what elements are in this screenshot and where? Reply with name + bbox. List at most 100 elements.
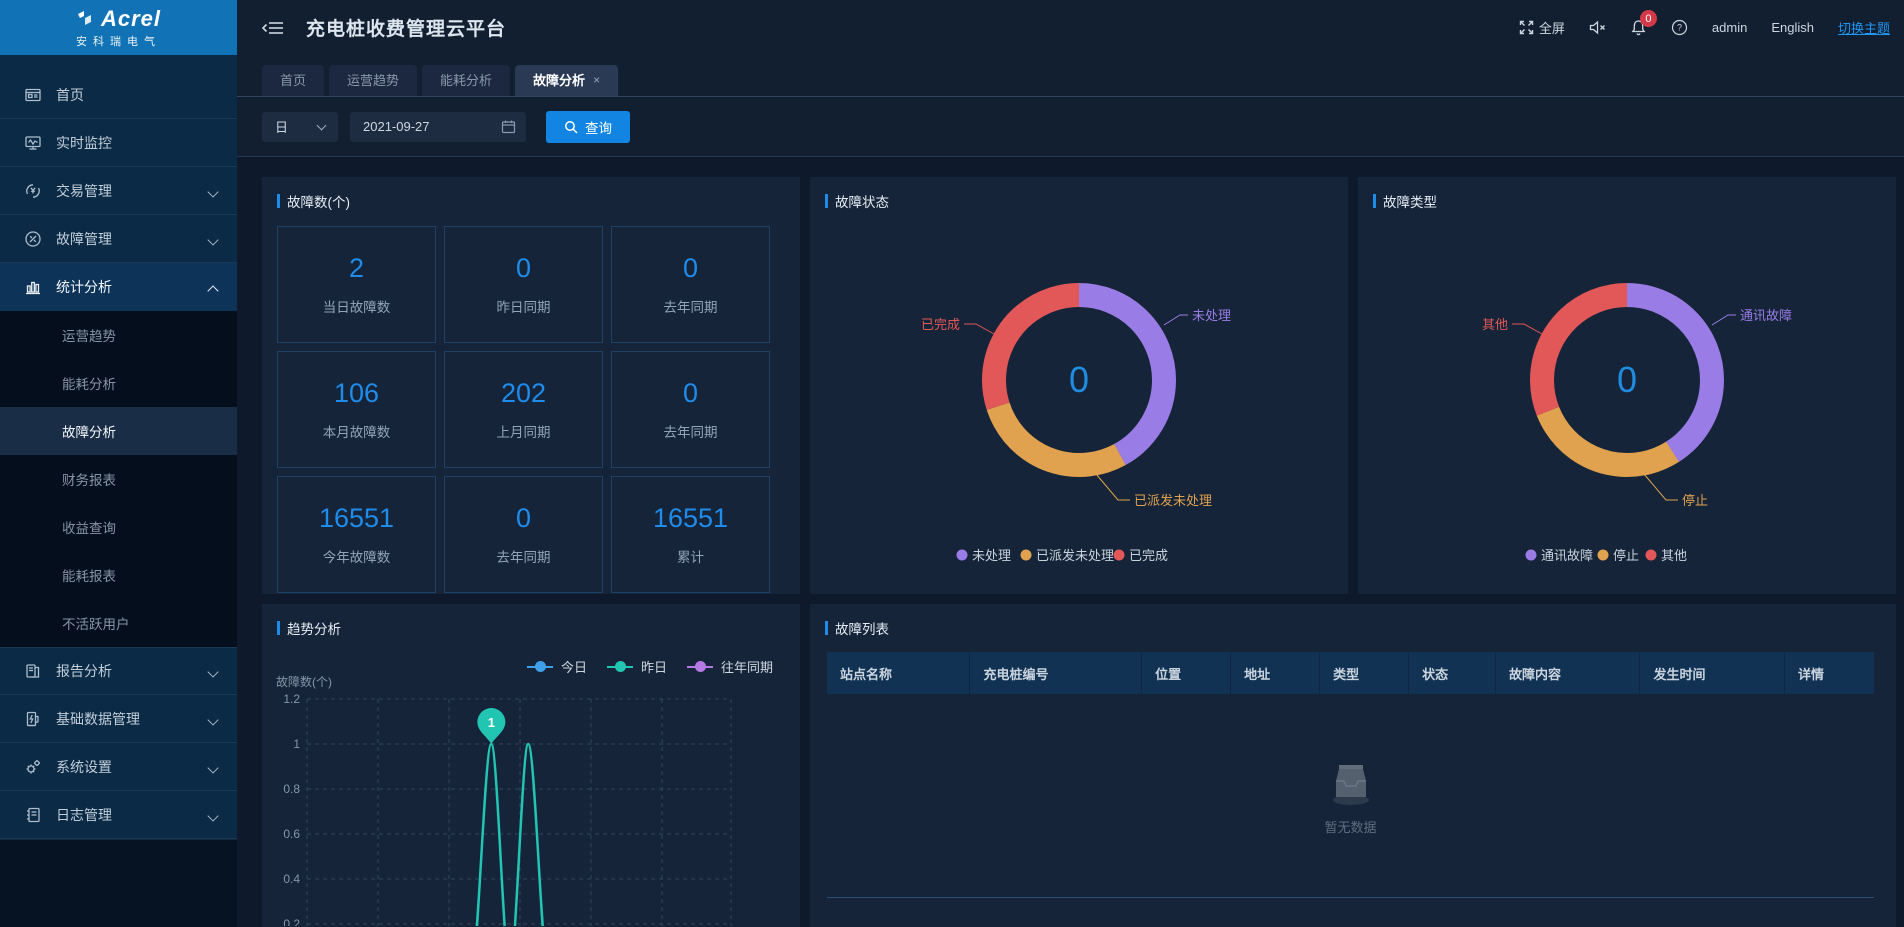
topbar: 充电桩收费管理云平台 全屏 0 ? admin English 切 <box>237 0 1904 55</box>
sidebar-item-home[interactable]: 首页 <box>0 71 237 119</box>
sidebar-item-monitoring[interactable]: 实时监控 <box>0 119 237 167</box>
submenu-item-fault-analysis[interactable]: 故障分析 <box>0 407 237 455</box>
panel-title: 故障类型 <box>1373 191 1437 211</box>
panel-fault-count: 故障数(个) 2 当日故障数 0 昨日同期 0 去年同期 106 本月故障数 202 上月… <box>262 177 800 594</box>
column-header[interactable]: 类型 <box>1320 652 1410 694</box>
notifications-button[interactable]: 0 <box>1630 10 1657 36</box>
callout-label: 通讯故障 <box>1740 308 1792 323</box>
stat-card: 16551 今年故障数 <box>277 476 436 593</box>
sidebar-item-system-settings[interactable]: 系统设置 <box>0 743 237 791</box>
log-icon <box>24 806 42 824</box>
logo-subtitle: 安科瑞电气 <box>76 36 161 48</box>
donut-center-value: 0 <box>1069 359 1089 400</box>
column-header[interactable]: 充电桩编号 <box>970 652 1143 694</box>
fullscreen-button[interactable]: 全屏 <box>1519 18 1565 37</box>
sidebar-item-label: 系统设置 <box>56 758 112 775</box>
callout-label: 未处理 <box>1192 308 1231 323</box>
username[interactable]: admin <box>1711 20 1748 35</box>
sidebar-item-label: 报告分析 <box>56 663 112 679</box>
theme-switch-link[interactable]: 切换主题 <box>1837 21 1890 36</box>
date-input[interactable]: 2021-09-27 <box>350 111 526 142</box>
panel-fault-list: 故障列表 站点名称 充电桩编号 位置 地址 类型 状态 故障内容 发生时间 详情 <box>810 604 1896 927</box>
tab-energy-analysis[interactable]: 能耗分析 <box>422 65 511 96</box>
svg-text:0.8: 0.8 <box>283 782 300 796</box>
tab-fault-analysis[interactable]: 故障分析 × <box>515 65 619 96</box>
page-title: 充电桩收费管理云平台 <box>306 19 507 40</box>
tab-operation-trend[interactable]: 运营趋势 <box>329 65 418 96</box>
trend-legend[interactable]: 今日 昨日 往年同期 <box>526 657 773 676</box>
column-header[interactable]: 地址 <box>1231 652 1321 694</box>
fault-management-icon <box>24 230 42 248</box>
statistics-submenu: 运营趋势 能耗分析 故障分析 财务报表 收益查询 能耗报表 不活跃用户 <box>0 311 237 647</box>
main-area: 充电桩收费管理云平台 全屏 0 ? admin English 切 <box>237 0 1904 927</box>
peak-marker-balloon: 1 <box>477 708 506 744</box>
column-header[interactable]: 位置 <box>1142 652 1232 694</box>
legend-item-previous-years: 往年同期 <box>686 657 773 676</box>
gear-icon <box>24 758 42 776</box>
sidebar-item-label: 交易管理 <box>56 182 112 199</box>
svg-text:1: 1 <box>293 737 300 751</box>
svg-text:其他: 其他 <box>1661 548 1687 563</box>
search-icon <box>565 120 578 134</box>
help-icon: ? <box>1671 19 1688 36</box>
sidebar-menu: 首页 实时监控 交易管理 故障管理 <box>0 55 237 839</box>
menu-fold-icon[interactable] <box>262 19 284 37</box>
fault-status-donut-chart: 0 未处理 已派发未处理 已完成 未处理 已派发未处理 已完成 <box>921 283 1231 563</box>
home-icon <box>24 86 42 104</box>
column-header[interactable]: 故障内容 <box>1496 652 1641 694</box>
column-header[interactable]: 发生时间 <box>1640 652 1785 694</box>
submenu-item-energy-report[interactable]: 能耗报表 <box>62 569 116 584</box>
column-header[interactable]: 站点名称 <box>827 652 971 694</box>
sidebar-item-label: 统计分析 <box>56 279 112 295</box>
callout-label: 已派发未处理 <box>1134 493 1212 508</box>
chevron-down-icon <box>209 810 219 820</box>
sidebar-item-log-management[interactable]: 日志管理 <box>0 791 237 839</box>
svg-text:已完成: 已完成 <box>1129 548 1168 563</box>
sidebar-item-base-data[interactable]: 基础数据管理 <box>0 695 237 743</box>
y-axis-ticks: 1.2 1 0.8 0.6 0.4 0.2 <box>283 692 300 926</box>
donut-legend[interactable]: 通讯故障 停止 其他 <box>1525 548 1688 563</box>
legend-item-today: 今日 <box>526 657 587 676</box>
stat-card: 0 去年同期 <box>444 476 603 593</box>
query-button[interactable]: 查询 <box>546 110 630 143</box>
submenu-item-revenue-query[interactable]: 收益查询 <box>62 521 116 536</box>
svg-text:1.2: 1.2 <box>283 692 300 706</box>
sidebar-item-report-analysis[interactable]: 报告分析 <box>0 647 237 695</box>
sidebar-item-transactions[interactable]: 交易管理 <box>0 167 237 215</box>
callout-label: 其他 <box>1482 317 1508 332</box>
sidebar-item-faults[interactable]: 故障管理 <box>0 215 237 263</box>
tab-home[interactable]: 首页 <box>262 65 325 96</box>
period-select[interactable]: 日 <box>262 111 338 142</box>
tab-close-icon[interactable]: × <box>593 73 601 87</box>
mute-button[interactable] <box>1589 20 1606 35</box>
column-header[interactable]: 状态 <box>1409 652 1496 694</box>
filter-bar: 日 2021-09-27 查询 <box>237 97 1904 157</box>
submenu-item-energy-analysis[interactable]: 能耗分析 <box>62 377 116 392</box>
sidebar-filler <box>0 839 237 927</box>
svg-text:0.2: 0.2 <box>283 917 300 926</box>
calendar-icon <box>501 120 516 134</box>
legend-marker <box>526 661 553 672</box>
panel-title: 故障列表 <box>825 618 889 638</box>
help-button[interactable]: ? <box>1671 19 1688 36</box>
column-header[interactable]: 详情 <box>1797 666 1824 682</box>
svg-text:未处理: 未处理 <box>972 548 1011 563</box>
chevron-down-icon <box>209 762 219 772</box>
svg-text:已派发未处理: 已派发未处理 <box>1036 548 1114 563</box>
chevron-down-icon <box>209 666 219 676</box>
stat-card: 202 上月同期 <box>444 351 603 468</box>
submenu-item-inactive-users[interactable]: 不活跃用户 <box>62 617 130 632</box>
language-switch[interactable]: English <box>1771 20 1814 35</box>
logo: Acrel 安科瑞电气 <box>0 0 237 55</box>
panel-fault-type: 故障类型 0 通讯故障 停止 其他 通讯故障 <box>1358 177 1896 594</box>
submenu-item-operation-trend[interactable]: 运营趋势 <box>62 329 116 344</box>
donut-legend[interactable]: 未处理 已派发未处理 已完成 <box>956 548 1169 563</box>
sidebar-item-label: 故障管理 <box>56 230 112 247</box>
sidebar-item-statistics[interactable]: 统计分析 <box>0 263 237 311</box>
fullscreen-icon <box>1519 20 1534 35</box>
stat-card: 16551 累计 <box>611 476 770 593</box>
trend-line-chart: 故障数(个) 1.2 1 0 <box>276 674 732 926</box>
legend-marker <box>606 661 633 672</box>
submenu-item-financial-report[interactable]: 财务报表 <box>62 473 116 488</box>
